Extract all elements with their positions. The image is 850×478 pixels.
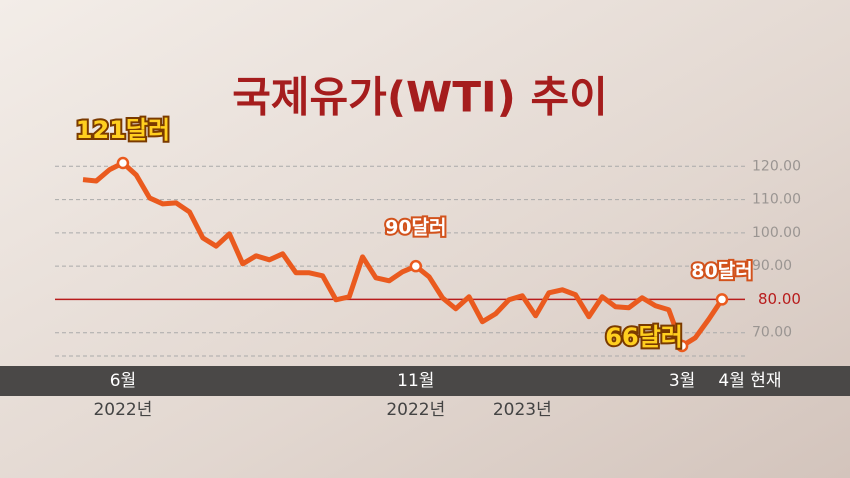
- y-tick-label: 120.00: [752, 158, 801, 174]
- point-marker: [409, 259, 423, 273]
- y-tick-label: 90.00: [752, 258, 792, 274]
- reference-label: 80.00: [758, 290, 801, 308]
- x-sublabel: 2022년: [93, 400, 152, 420]
- axis-band: [0, 366, 850, 396]
- y-tick-label: 110.00: [752, 192, 801, 208]
- y-tick-label: 100.00: [752, 225, 801, 241]
- y-tick-label: 70.00: [752, 325, 792, 341]
- value-label: 90달러: [385, 217, 446, 239]
- point-marker: [715, 293, 729, 306]
- x-sublabel: 2023년: [493, 400, 552, 420]
- value-label: 80달러: [691, 260, 752, 282]
- value-label: 121달러: [76, 116, 170, 144]
- x-tick-label: 4월 현재: [718, 371, 781, 391]
- x-tick-label: 6월: [110, 371, 136, 391]
- x-sublabel: 2022년: [386, 400, 445, 420]
- x-tick-label: 11월: [397, 371, 434, 391]
- chart-title: 국제유가(WTI) 추이: [232, 73, 607, 122]
- line: [82, 160, 725, 349]
- point-marker: [116, 156, 130, 170]
- x-tick-label: 3월: [669, 371, 695, 391]
- value-label: 66달러: [605, 323, 683, 351]
- point-marker: [675, 339, 689, 353]
